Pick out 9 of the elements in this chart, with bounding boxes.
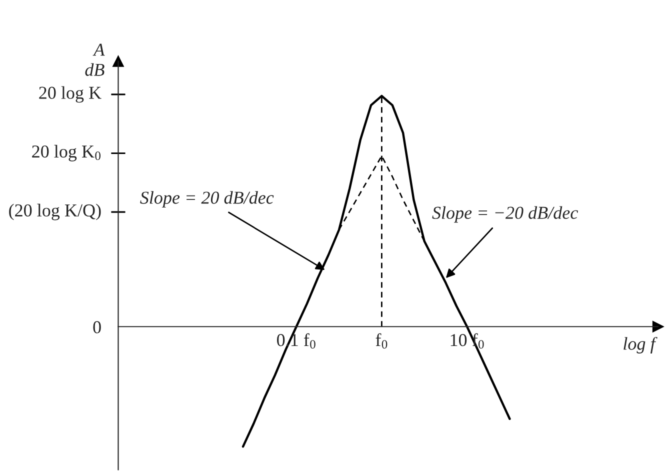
text: (20 log K/Q)	[9, 204, 101, 220]
annotation: Slope = 20 dB/dec	[140, 191, 274, 208]
x-tick-label: f$_{0}$	[376, 333, 388, 349]
text: 20 log K$_{0}$	[32, 144, 101, 162]
text: 0	[93, 321, 101, 334]
text: A dB	[85, 44, 105, 76]
text: log f	[624, 336, 658, 354]
text: 20 log K	[39, 86, 102, 103]
annotation: Slope = −20 dB/dec	[432, 206, 578, 223]
